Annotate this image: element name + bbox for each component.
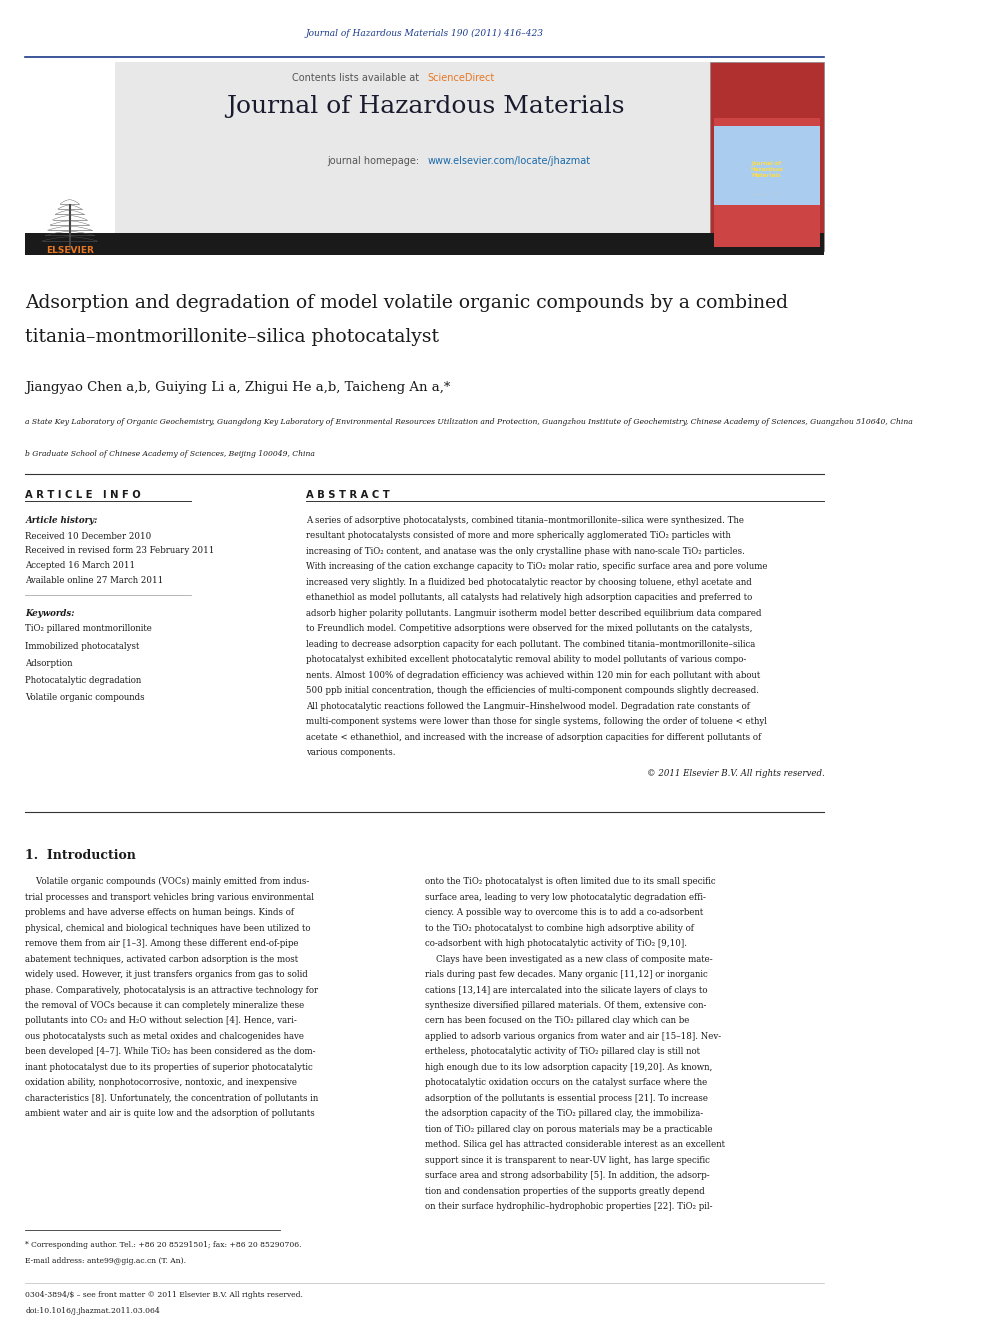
Text: A series of adsorptive photocatalysts, combined titania–montmorillonite–silica w: A series of adsorptive photocatalysts, c… [306,516,744,525]
Text: onto the TiO₂ photocatalyst is often limited due to its small specific: onto the TiO₂ photocatalyst is often lim… [425,877,715,886]
Text: various components.: various components. [306,749,396,757]
Text: Jiangyao Chen a,b, Guiying Li a, Zhigui He a,b, Taicheng An a,*: Jiangyao Chen a,b, Guiying Li a, Zhigui … [26,381,451,394]
Text: oxidation ability, nonphotocorrosive, nontoxic, and inexpensive: oxidation ability, nonphotocorrosive, no… [26,1078,298,1088]
Text: Contents lists available at: Contents lists available at [293,73,423,83]
Text: b Graduate School of Chinese Academy of Sciences, Beijing 100049, China: b Graduate School of Chinese Academy of … [26,450,315,458]
Text: leading to decrease adsorption capacity for each pollutant. The combined titania: leading to decrease adsorption capacity … [306,640,755,648]
Text: ethanethiol as model pollutants, all catalysts had relatively high adsorption ca: ethanethiol as model pollutants, all cat… [306,593,752,602]
Text: Article history:: Article history: [26,516,98,525]
Text: increasing of TiO₂ content, and anatase was the only crystalline phase with nano: increasing of TiO₂ content, and anatase … [306,546,745,556]
Text: trial processes and transport vehicles bring various environmental: trial processes and transport vehicles b… [26,893,314,902]
Text: cern has been focused on the TiO₂ pillared clay which can be: cern has been focused on the TiO₂ pillar… [425,1016,689,1025]
Text: titania–montmorillonite–silica photocatalyst: titania–montmorillonite–silica photocata… [26,328,439,347]
Text: resultant photocatalysts consisted of more and more spherically agglomerated TiO: resultant photocatalysts consisted of mo… [306,532,731,541]
Text: Adsorption and degradation of model volatile organic compounds by a combined: Adsorption and degradation of model vola… [26,294,789,312]
Text: © 2011 Elsevier B.V. All rights reserved.: © 2011 Elsevier B.V. All rights reserved… [647,769,824,778]
Text: nents. Almost 100% of degradation efficiency was achieved within 120 min for eac: nents. Almost 100% of degradation effici… [306,671,760,680]
Text: Clays have been investigated as a new class of composite mate-: Clays have been investigated as a new cl… [425,955,712,963]
Text: ous photocatalysts such as metal oxides and chalcogenides have: ous photocatalysts such as metal oxides … [26,1032,305,1041]
Text: Volatile organic compounds: Volatile organic compounds [26,693,145,703]
Text: to Freundlich model. Competitive adsorptions were observed for the mixed polluta: to Freundlich model. Competitive adsorpt… [306,624,753,634]
Text: the adsorption capacity of the TiO₂ pillared clay, the immobiliza-: the adsorption capacity of the TiO₂ pill… [425,1110,703,1118]
Text: Received 10 December 2010: Received 10 December 2010 [26,532,152,541]
Text: to the TiO₂ photocatalyst to combine high adsorptive ability of: to the TiO₂ photocatalyst to combine hig… [425,923,693,933]
Text: rials during past few decades. Many organic [11,12] or inorganic: rials during past few decades. Many orga… [425,970,707,979]
Text: A B S T R A C T: A B S T R A C T [306,490,390,500]
Text: tion of TiO₂ pillared clay on porous materials may be a practicable: tion of TiO₂ pillared clay on porous mat… [425,1125,712,1134]
Bar [714,126,820,205]
Text: adsorb higher polarity pollutants. Langmuir isotherm model better described equi: adsorb higher polarity pollutants. Langm… [306,609,762,618]
Text: Photocatalytic degradation: Photocatalytic degradation [26,676,142,685]
Text: 500 ppb initial concentration, though the efficiencies of multi-component compou: 500 ppb initial concentration, though th… [306,687,759,696]
Text: adsorption of the pollutants is essential process [21]. To increase: adsorption of the pollutants is essentia… [425,1094,708,1103]
Text: support since it is transparent to near-UV light, has large specific: support since it is transparent to near-… [425,1156,710,1164]
Text: cations [13,14] are intercalated into the silicate layers of clays to: cations [13,14] are intercalated into th… [425,986,707,995]
Text: ciency. A possible way to overcome this is to add a co-adsorbent: ciency. A possible way to overcome this … [425,908,703,917]
Text: Volatile organic compounds (VOCs) mainly emitted from indus-: Volatile organic compounds (VOCs) mainly… [26,877,310,886]
Text: surface area and strong adsorbability [5]. In addition, the adsorp-: surface area and strong adsorbability [5… [425,1171,709,1180]
Text: TiO₂ pillared montmorillonite: TiO₂ pillared montmorillonite [26,624,153,634]
Bar [714,118,820,247]
Text: ~  ~  ~: ~ ~ ~ [753,192,780,198]
Text: pollutants into CO₂ and H₂O without selection [4]. Hence, vari-: pollutants into CO₂ and H₂O without sele… [26,1016,298,1025]
Text: applied to adsorb various organics from water and air [15–18]. Nev-: applied to adsorb various organics from … [425,1032,721,1041]
Text: All photocatalytic reactions followed the Langmuir–Hinshelwood model. Degradatio: All photocatalytic reactions followed th… [306,701,750,710]
Text: photocatalytic oxidation occurs on the catalyst surface where the: photocatalytic oxidation occurs on the c… [425,1078,707,1088]
Text: widely used. However, it just transfers organics from gas to solid: widely used. However, it just transfers … [26,970,309,979]
Text: Available online 27 March 2011: Available online 27 March 2011 [26,576,164,585]
Text: a State Key Laboratory of Organic Geochemistry, Guangdong Key Laboratory of Envi: a State Key Laboratory of Organic Geoche… [26,418,914,426]
Bar [26,233,824,255]
Bar [26,60,115,251]
Text: been developed [4–7]. While TiO₂ has been considered as the dom-: been developed [4–7]. While TiO₂ has bee… [26,1048,316,1057]
Text: photocatalyst exhibited excellent photocatalytic removal ability to model pollut: photocatalyst exhibited excellent photoc… [306,655,746,664]
Text: journal homepage:: journal homepage: [327,156,423,167]
Text: A R T I C L E   I N F O: A R T I C L E I N F O [26,490,141,500]
Text: the removal of VOCs because it can completely mineralize these: the removal of VOCs because it can compl… [26,1002,305,1009]
Text: doi:10.1016/j.jhazmat.2011.03.064: doi:10.1016/j.jhazmat.2011.03.064 [26,1307,161,1315]
Text: Received in revised form 23 February 2011: Received in revised form 23 February 201… [26,546,215,556]
Text: multi-component systems were lower than those for single systems, following the : multi-component systems were lower than … [306,717,767,726]
Text: Journal of
Hazardous
Materials: Journal of Hazardous Materials [750,161,784,179]
Text: Immobilized photocatalyst: Immobilized photocatalyst [26,642,140,651]
Text: high enough due to its low adsorption capacity [19,20]. As known,: high enough due to its low adsorption ca… [425,1062,712,1072]
Text: characteristics [8]. Unfortunately, the concentration of pollutants in: characteristics [8]. Unfortunately, the … [26,1094,318,1103]
Text: physical, chemical and biological techniques have been utilized to: physical, chemical and biological techni… [26,923,311,933]
Text: Journal of Hazardous Materials 190 (2011) 416–423: Journal of Hazardous Materials 190 (2011… [306,29,544,38]
Text: * Corresponding author. Tel.: +86 20 85291501; fax: +86 20 85290706.: * Corresponding author. Tel.: +86 20 852… [26,1241,302,1249]
Text: Adsorption: Adsorption [26,659,73,668]
Text: www.elsevier.com/locate/jhazmat: www.elsevier.com/locate/jhazmat [428,156,590,167]
Text: surface area, leading to very low photocatalytic degradation effi-: surface area, leading to very low photoc… [425,893,706,902]
Text: With increasing of the cation exchange capacity to TiO₂ molar ratio, specific su: With increasing of the cation exchange c… [306,562,768,572]
Text: ertheless, photocatalytic activity of TiO₂ pillared clay is still not: ertheless, photocatalytic activity of Ti… [425,1048,700,1057]
Text: remove them from air [1–3]. Among these different end-of-pipe: remove them from air [1–3]. Among these … [26,939,299,949]
Text: Keywords:: Keywords: [26,609,74,618]
Text: 1.  Introduction: 1. Introduction [26,849,136,863]
Text: co-adsorbent with high photocatalytic activity of TiO₂ [9,10].: co-adsorbent with high photocatalytic ac… [425,939,687,949]
Text: E-mail address: ante99@gig.ac.cn (T. An).: E-mail address: ante99@gig.ac.cn (T. An)… [26,1257,186,1265]
Text: abatement techniques, activated carbon adsorption is the most: abatement techniques, activated carbon a… [26,955,299,963]
Text: inant photocatalyst due to its properties of superior photocatalytic: inant photocatalyst due to its propertie… [26,1062,313,1072]
Text: problems and have adverse effects on human beings. Kinds of: problems and have adverse effects on hum… [26,908,295,917]
Text: 0304-3894/$ – see front matter © 2011 Elsevier B.V. All rights reserved.: 0304-3894/$ – see front matter © 2011 El… [26,1291,304,1299]
Text: synthesize diversified pillared materials. Of them, extensive con-: synthesize diversified pillared material… [425,1002,706,1009]
Text: ELSEVIER: ELSEVIER [46,246,93,255]
Text: phase. Comparatively, photocatalysis is an attractive technology for: phase. Comparatively, photocatalysis is … [26,986,318,995]
Text: tion and condensation properties of the supports greatly depend: tion and condensation properties of the … [425,1187,704,1196]
Text: Accepted 16 March 2011: Accepted 16 March 2011 [26,561,136,570]
Text: ScienceDirect: ScienceDirect [428,73,495,83]
Text: ambient water and air is quite low and the adsorption of pollutants: ambient water and air is quite low and t… [26,1110,315,1118]
FancyBboxPatch shape [115,62,735,241]
Bar [709,62,824,251]
Text: acetate < ethanethiol, and increased with the increase of adsorption capacities : acetate < ethanethiol, and increased wit… [306,733,761,742]
Text: method. Silica gel has attracted considerable interest as an excellent: method. Silica gel has attracted conside… [425,1140,725,1150]
Text: increased very slightly. In a fluidized bed photocatalytic reactor by choosing t: increased very slightly. In a fluidized … [306,578,752,587]
Text: on their surface hydrophilic–hydrophobic properties [22]. TiO₂ pil-: on their surface hydrophilic–hydrophobic… [425,1203,712,1212]
Text: Journal of Hazardous Materials: Journal of Hazardous Materials [226,95,624,118]
